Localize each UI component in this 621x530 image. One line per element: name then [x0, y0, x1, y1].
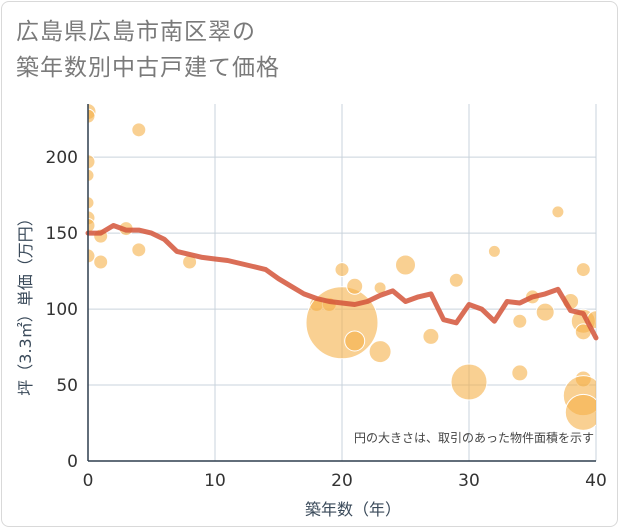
bubble-point	[564, 393, 596, 431]
x-tick-label: 30	[458, 471, 480, 491]
bubble-point	[88, 196, 95, 210]
chart-title-line-1: 広島県広島市南区翠の	[16, 19, 256, 45]
bubble-point	[448, 272, 464, 288]
bubble-point	[450, 363, 488, 401]
bubble-point	[88, 248, 96, 264]
bubble-point	[88, 108, 96, 124]
bubble-point	[346, 277, 364, 295]
x-axis-label: 築年数（年）	[305, 500, 401, 519]
bubble-point	[535, 302, 555, 322]
bubble-point	[512, 313, 528, 329]
bubble-point	[88, 168, 95, 182]
average-price-line	[85, 223, 599, 341]
y-axis-label: 坪（3.3㎡）単価（万円）	[16, 210, 35, 395]
bubble-point	[395, 254, 416, 276]
y-tick-label: 200	[46, 148, 78, 168]
axis-layer: 0 10 20 30 40 0 50 100 150 200	[46, 104, 607, 491]
bubble-point	[88, 154, 96, 170]
bubble-point	[131, 122, 147, 138]
x-tick-label: 0	[83, 471, 94, 491]
bubble-point	[131, 242, 147, 258]
x-tick-label: 10	[204, 471, 226, 491]
bubble-point	[93, 254, 109, 270]
x-tick-label: 40	[585, 471, 607, 491]
bubble-point	[487, 244, 501, 258]
bubble-point	[344, 330, 366, 352]
bubble-point	[368, 340, 392, 364]
bubble-layer	[88, 103, 596, 431]
line-layer	[85, 223, 599, 341]
bubble-point	[575, 262, 591, 278]
chart-title-line-2: 築年数別中古戸建て価格	[16, 55, 280, 81]
x-tick-label: 20	[331, 471, 353, 491]
bubble-point	[422, 327, 440, 345]
bubble-point	[334, 262, 350, 278]
y-tick-label: 50	[56, 376, 78, 396]
bubble-point	[551, 205, 565, 219]
size-annotation: 円の大きさは、取引のあった物件面積を示す	[354, 430, 594, 445]
bubble-point	[88, 218, 96, 234]
y-tick-label: 100	[46, 300, 78, 320]
y-tick-label: 150	[46, 224, 78, 244]
y-tick-label: 0	[67, 452, 78, 472]
bubble-point	[511, 364, 529, 382]
chart-title: 広島県広島市南区翠の 築年数別中古戸建て価格	[16, 14, 576, 86]
grid-layer	[88, 104, 597, 461]
